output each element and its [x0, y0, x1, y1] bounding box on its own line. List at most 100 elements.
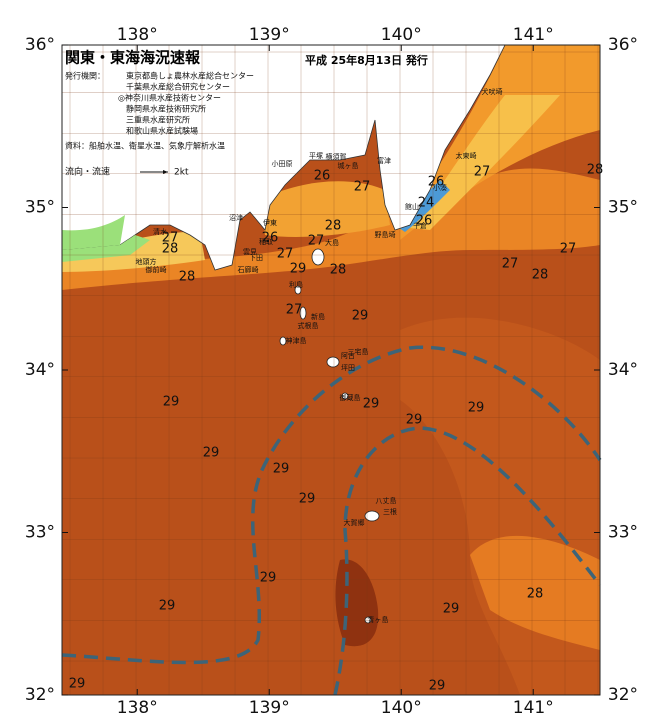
place-name: 清水 — [153, 227, 167, 236]
lat-label-right: 34° — [608, 360, 638, 380]
issuer: 和歌山県水産試験場 — [126, 126, 198, 136]
sea-area — [470, 535, 600, 650]
place-name: 坪田 — [341, 364, 355, 372]
island — [326, 356, 340, 368]
lat-label-right: 33° — [608, 523, 638, 543]
place-name: 小田原 — [272, 159, 293, 168]
temperature-label: 27 — [308, 234, 325, 249]
island — [341, 392, 349, 400]
place-name: 神津島 — [286, 336, 307, 345]
temperature-label: 29 — [290, 262, 307, 277]
sea-area — [410, 95, 560, 230]
temperature-label: 27 — [560, 242, 577, 257]
temperature-label: 27 — [286, 303, 303, 318]
issuer: 千葉県水産総合研究センター — [126, 82, 230, 92]
sea-area — [260, 181, 390, 237]
title: 関東・東海海況速報 — [65, 49, 201, 67]
temperature-label: 28 — [162, 242, 179, 257]
island — [311, 248, 325, 266]
legend-speed: 2kt — [174, 168, 189, 178]
temperature-label: 29 — [429, 679, 446, 694]
island — [279, 336, 287, 346]
temperature-label: 29 — [468, 401, 485, 416]
lat-label-left: 35° — [25, 198, 55, 218]
place-name: 平塚 — [309, 151, 323, 160]
place-name: 千倉 — [413, 221, 427, 230]
place-name: 野島埼 — [375, 230, 396, 239]
place-name: 館山 — [405, 202, 419, 211]
temperature-label: 29 — [406, 413, 423, 428]
lon-label-bottom: 140° — [381, 698, 422, 718]
temperature-label: 29 — [443, 602, 460, 617]
place-name: 御蔵島 — [340, 393, 361, 402]
temperature-label: 24 — [418, 196, 435, 211]
lon-label-top: 138° — [117, 25, 158, 45]
temperature-label: 28 — [325, 219, 342, 234]
temperature-label: 29 — [203, 446, 220, 461]
issuer: ◎神奈川県水産技術センター — [118, 93, 221, 103]
place-name: 新島 — [311, 312, 325, 321]
place-name: 雲見 — [243, 248, 257, 256]
issuer: 三重県水産研究所 — [126, 115, 190, 125]
source: 資料：船舶水温、衛星水温、気象庁解析水温 — [65, 141, 225, 151]
lat-label-left: 32° — [25, 685, 55, 705]
issuer: 東京都島しょ農林水産総合センター — [126, 71, 254, 81]
lon-label-top: 141° — [513, 25, 554, 45]
temperature-label: 26 — [416, 214, 433, 229]
issuer-label: 発行機関： — [65, 71, 105, 81]
issue-date: 平成 25年8月13日 発行 — [305, 53, 428, 67]
legend-arrow-head — [163, 170, 168, 174]
lat-label-right: 35° — [608, 198, 638, 218]
place-name: 小湊 — [433, 183, 447, 192]
issuer: 静岡県水産技術研究所 — [126, 104, 206, 114]
temperature-label: 28 — [330, 263, 347, 278]
place-name: 地頭方 — [136, 257, 157, 266]
temperature-label: 27 — [502, 257, 519, 272]
temperature-label: 27 — [474, 165, 491, 180]
legend-label: 流向・流速 — [65, 166, 110, 178]
temperature-label: 29 — [159, 599, 176, 614]
land — [61, 44, 506, 271]
place-name: 阿古 — [341, 351, 355, 360]
place-name: 稲取 — [259, 237, 273, 246]
lon-label-top: 140° — [381, 25, 422, 45]
temperature-label: 29 — [299, 492, 316, 507]
lat-label-right: 32° — [608, 685, 638, 705]
temperature-label: 29 — [163, 395, 180, 410]
lon-label-top: 139° — [249, 25, 290, 45]
place-name: 式根島 — [298, 321, 319, 330]
temperature-label: 29 — [273, 462, 290, 477]
lat-label-left: 34° — [25, 360, 55, 380]
temperature-label: 28 — [527, 587, 544, 602]
temperature-label: 26 — [262, 231, 279, 246]
place-name: 大島 — [325, 238, 339, 247]
lon-label-bottom: 138° — [117, 698, 158, 718]
temperature-label: 29 — [69, 677, 86, 692]
place-name: 大賀郷 — [344, 518, 365, 527]
temperature-label: 28 — [587, 163, 604, 178]
lat-label-right: 36° — [608, 35, 638, 55]
lon-label-bottom: 139° — [249, 698, 290, 718]
islands — [279, 248, 380, 624]
temperature-label: 29 — [363, 397, 380, 412]
place-name: 三根 — [383, 507, 397, 516]
place-name: 八丈島 — [376, 496, 397, 505]
place-name: 利島 — [289, 280, 303, 289]
temperature-label: 27 — [162, 231, 179, 246]
place-name: 沼津 — [229, 213, 243, 222]
place-name: 横須賀 — [326, 152, 347, 161]
current-axis — [61, 345, 602, 665]
land-shade — [62, 215, 125, 250]
place-name: 城ヶ島 — [338, 161, 359, 170]
place-name: 下田 — [249, 254, 263, 262]
place-name: 御前崎 — [146, 265, 167, 274]
island — [299, 306, 307, 320]
place-name: 石廊崎 — [238, 265, 259, 274]
temperature-label: 28 — [179, 270, 196, 285]
place-name: 犬吠埼 — [482, 87, 503, 96]
place-name: 三宅島 — [348, 347, 369, 356]
temperature-label: 26 — [428, 175, 445, 190]
place-name: 富津 — [377, 156, 391, 165]
temperature-label: 29 — [260, 571, 277, 586]
